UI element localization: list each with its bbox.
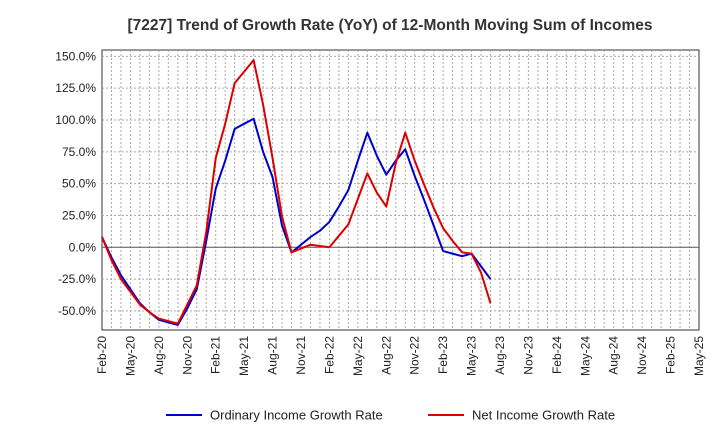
x-tick-label: Aug-20: [152, 336, 166, 375]
x-tick-label: Aug-23: [493, 336, 507, 375]
x-tick-label: Feb-24: [550, 336, 564, 374]
y-tick-label: -50.0%: [58, 304, 96, 318]
x-tick-label: May-21: [237, 336, 251, 376]
series-lines: [101, 59, 492, 326]
legend: Ordinary Income Growth Rate Net Income G…: [166, 408, 615, 423]
x-tick-label: May-24: [578, 336, 592, 376]
y-tick-label: 150.0%: [55, 49, 96, 63]
x-tick-label: Aug-22: [379, 336, 393, 375]
x-tick-label: May-22: [351, 336, 365, 376]
chart-title: [7227] Trend of Growth Rate (YoY) of 12-…: [127, 17, 652, 34]
plot-area: [101, 49, 700, 331]
y-gridlines: [102, 55, 699, 312]
x-axis-tick-labels: Feb-20 May-20 Aug-20 Nov-20 Feb-21 May-21 Aug-…: [95, 336, 706, 376]
series-line-ordinary: [101, 117, 492, 326]
x-tick-label: May-25: [692, 336, 706, 376]
x-tick-label: Feb-22: [322, 336, 336, 374]
y-tick-label: 100.0%: [55, 113, 96, 127]
x-tick-label: Nov-20: [180, 336, 194, 375]
y-tick-label: -25.0%: [58, 272, 96, 286]
y-tick-label: 0.0%: [69, 240, 97, 254]
legend-label-ordinary: Ordinary Income Growth Rate: [210, 408, 383, 423]
y-axis-tick-labels: 150.0% 125.0% 100.0% 75.0% 50.0% 25.0% 0.0% -25…: [55, 49, 96, 318]
x-gridlines: [110, 50, 691, 330]
x-tick-label: Feb-20: [95, 336, 109, 374]
x-tick-label: May-20: [123, 336, 137, 376]
x-tick-label: Nov-21: [294, 336, 308, 375]
x-tick-label: Nov-23: [521, 336, 535, 375]
y-tick-label: 25.0%: [62, 208, 96, 222]
series-line-net: [101, 59, 492, 325]
x-tick-label: May-23: [465, 336, 479, 376]
x-tick-label: Nov-24: [635, 336, 649, 375]
x-tick-label: Aug-24: [607, 336, 621, 375]
x-tick-label: Feb-25: [664, 336, 678, 374]
x-tick-label: Aug-21: [266, 336, 280, 375]
x-tick-label: Feb-21: [209, 336, 223, 374]
x-tick-label: Feb-23: [436, 336, 450, 374]
y-tick-label: 50.0%: [62, 177, 96, 191]
legend-label-net: Net Income Growth Rate: [472, 408, 615, 423]
x-tick-label: Nov-22: [408, 336, 422, 375]
y-tick-label: 125.0%: [55, 81, 96, 95]
y-tick-label: 75.0%: [62, 145, 96, 159]
